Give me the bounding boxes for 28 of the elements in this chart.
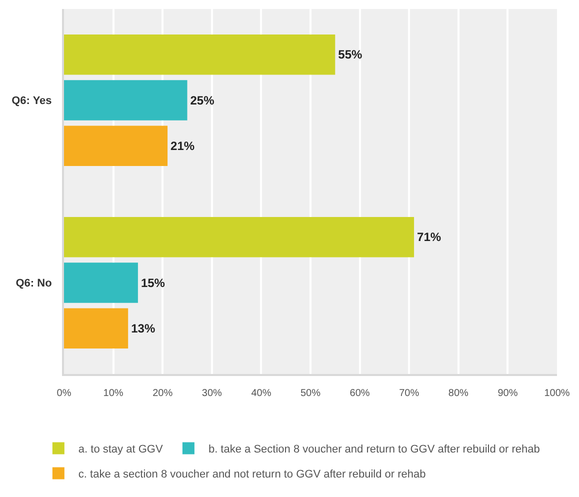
bar: [64, 34, 336, 75]
x-tick-label: 70%: [399, 388, 420, 399]
y-tick-label: Q6: No: [16, 278, 52, 290]
data-label: 71%: [417, 230, 442, 244]
legend-label: c. take a section 8 voucher and not return to GGV after rebuild or rehab: [78, 468, 426, 481]
legend-label: b. take a Section 8 voucher and return to GGV after rebuild or rehab: [208, 444, 540, 456]
x-tick-label: 30%: [202, 388, 222, 399]
x-tick-label: 20%: [152, 388, 173, 399]
data-label: 13%: [131, 321, 156, 336]
x-tick-label: 40%: [251, 388, 272, 399]
x-tick-label: 90%: [498, 388, 518, 399]
data-label: 15%: [140, 276, 166, 290]
bar: [64, 126, 168, 166]
legend-label: a. to stay at GGV: [78, 444, 164, 456]
x-tick-label: 60%: [350, 388, 370, 399]
x-tick-label: 10%: [103, 388, 124, 399]
data-label: 25%: [190, 93, 215, 108]
bar: [64, 217, 414, 258]
bar: [64, 262, 138, 303]
x-tick-label: 80%: [448, 388, 469, 399]
data-label: 21%: [170, 138, 195, 153]
x-tick-label: 0%: [56, 388, 72, 399]
x-tick-label: 50%: [300, 388, 321, 399]
bar: [64, 308, 128, 348]
data-label: 55%: [338, 48, 362, 62]
y-tick-label: Q6: Yes: [12, 95, 52, 108]
x-tick-label: 100%: [544, 388, 570, 399]
bar: [64, 80, 188, 120]
